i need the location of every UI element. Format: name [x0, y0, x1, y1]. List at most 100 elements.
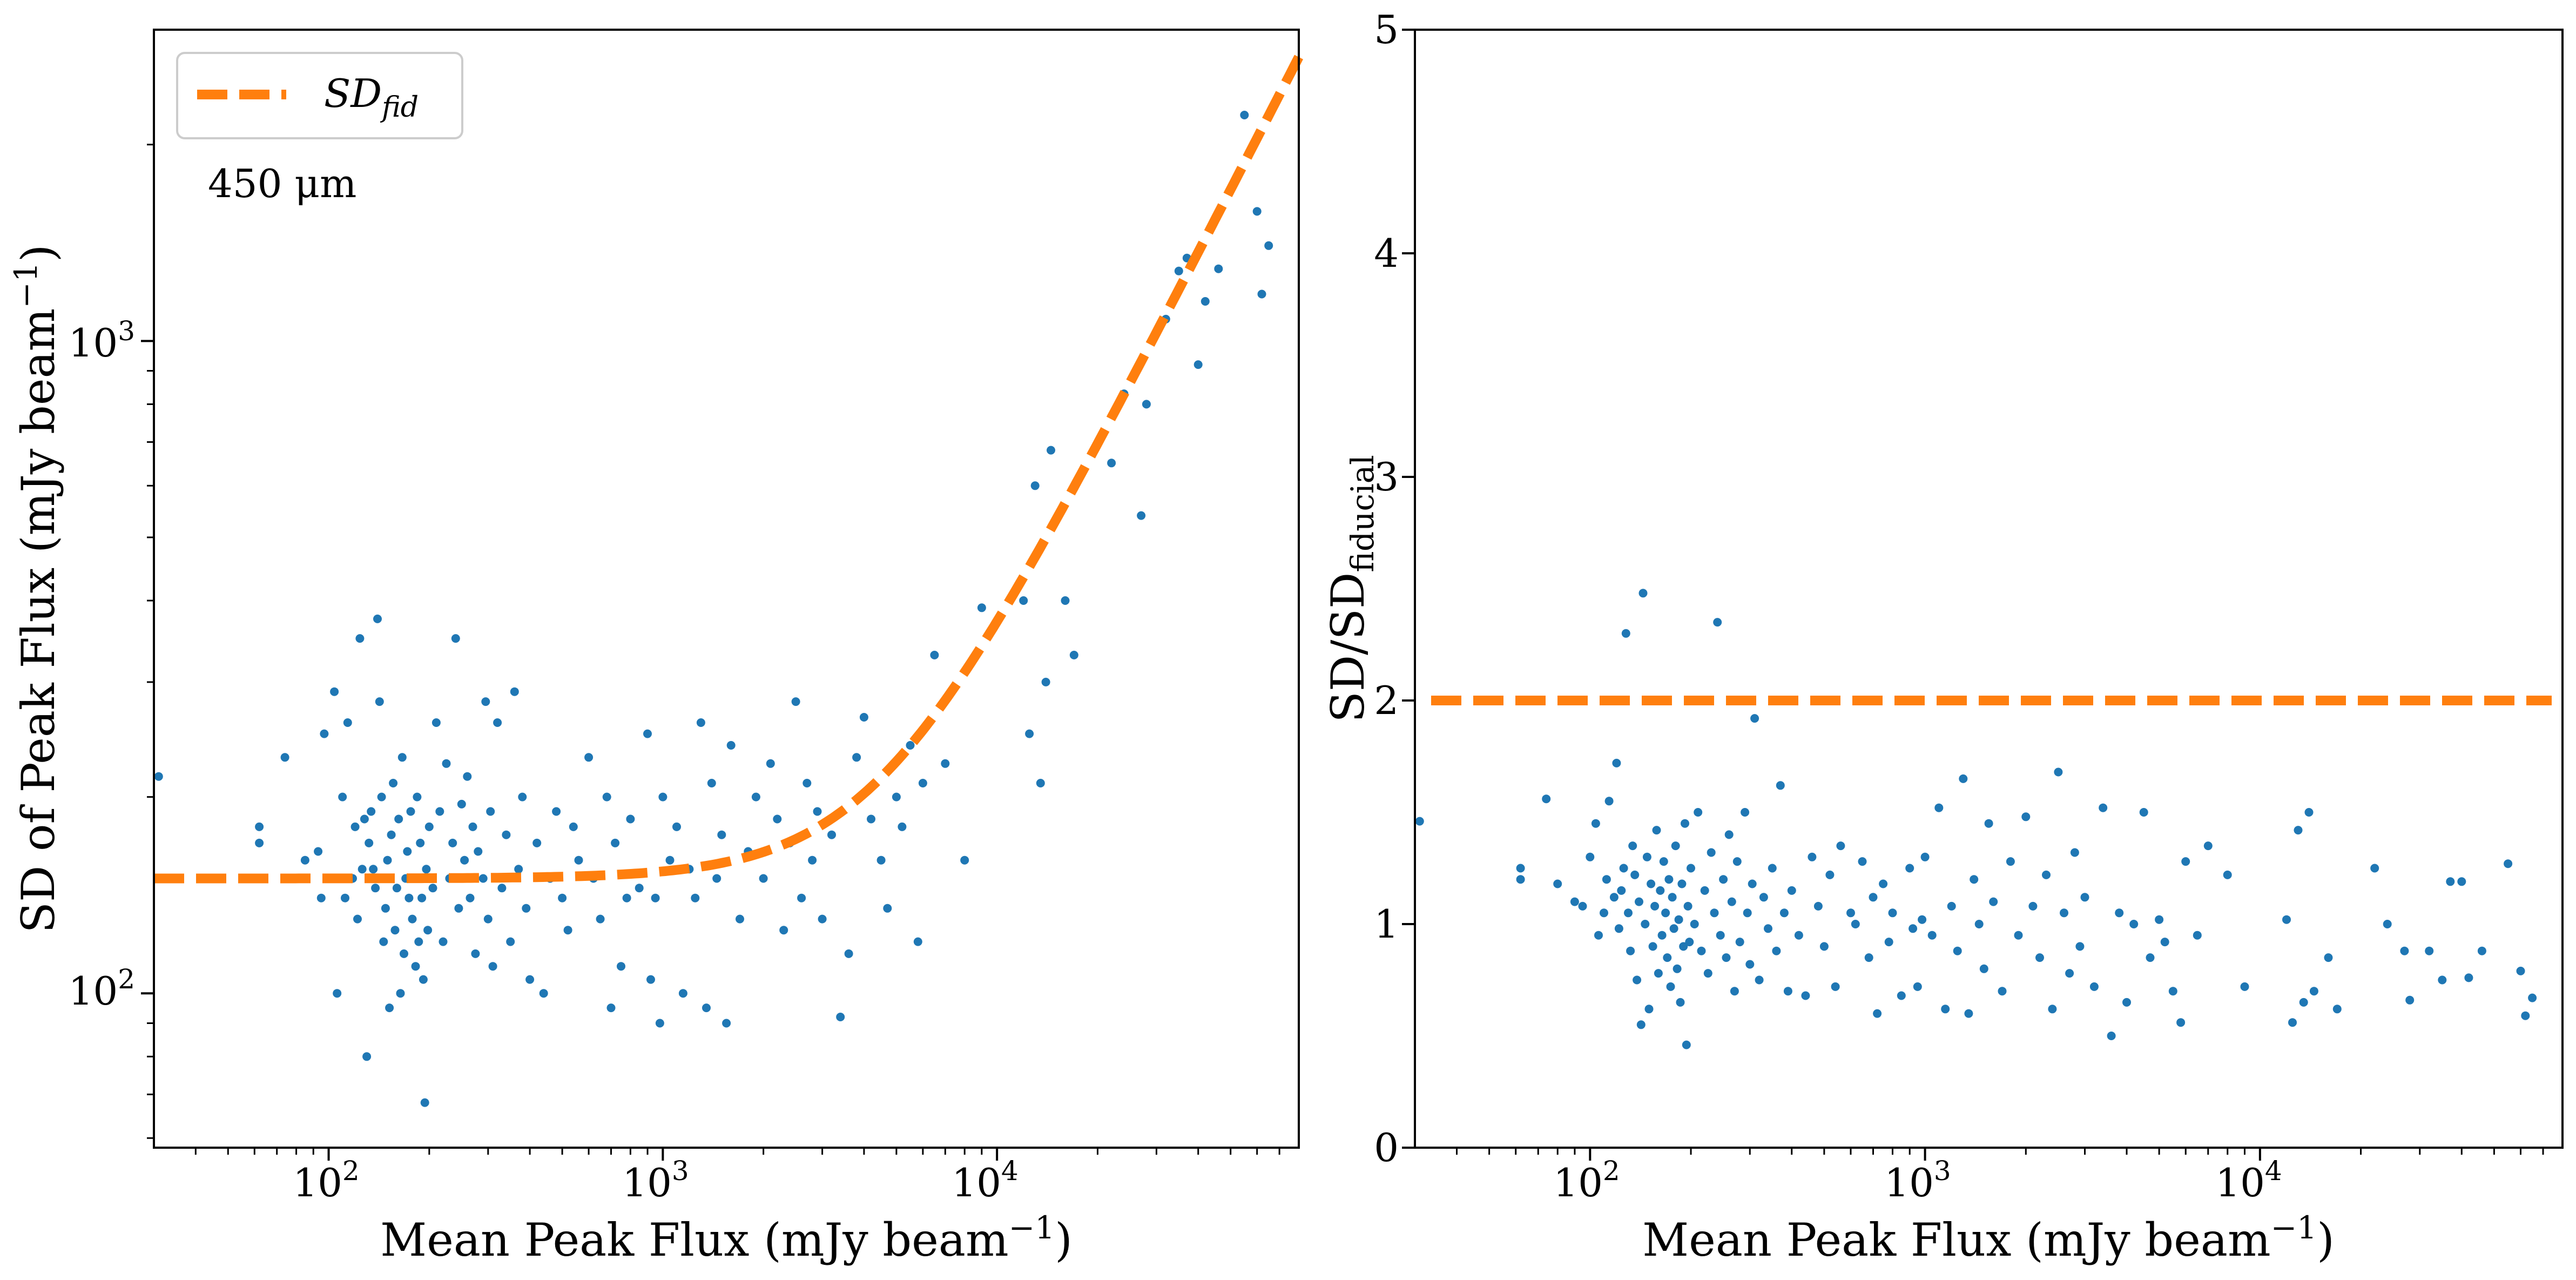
left-point-18	[355, 634, 365, 643]
right-point-97	[1869, 893, 1878, 902]
right-point-43	[1669, 924, 1678, 933]
right-point-161	[2400, 946, 2409, 955]
left-point-35	[390, 926, 400, 935]
left-plot-frame	[153, 29, 1300, 1149]
left-point-21	[362, 1052, 372, 1061]
right-point-20	[1626, 946, 1635, 955]
left-point-76	[486, 807, 495, 816]
right-point-105	[1913, 982, 1922, 991]
left-point-134	[813, 807, 822, 816]
left-point-174	[1264, 241, 1273, 250]
left-point-160	[1069, 650, 1078, 659]
right-point-1	[1516, 864, 1525, 873]
left-point-72	[474, 847, 483, 856]
right-point-73	[1745, 960, 1755, 969]
left-point-139	[852, 753, 861, 762]
left-point-149	[930, 650, 939, 659]
left-point-52	[419, 975, 428, 984]
right-point-133	[2080, 893, 2089, 902]
left-point-100	[611, 838, 620, 847]
left-point-12	[338, 792, 347, 801]
left-point-40	[400, 949, 408, 958]
right-xtick-label-1: 103	[1884, 1155, 1951, 1205]
left-point-65	[454, 904, 463, 913]
left-point-16	[350, 822, 360, 831]
left-point-3	[280, 753, 289, 762]
right-point-139	[2129, 920, 2139, 928]
right-point-5	[1570, 897, 1579, 906]
right-point-138	[2122, 998, 2131, 1007]
left-point-0	[154, 772, 163, 781]
left-point-51	[417, 893, 427, 902]
right-point-24	[1635, 897, 1643, 906]
right-point-63	[1716, 931, 1725, 940]
right-point-92	[1836, 841, 1845, 851]
right-point-49	[1679, 942, 1688, 951]
right-ytick-label-4: 4	[1374, 231, 1399, 276]
left-point-78	[493, 718, 502, 727]
right-point-81	[1776, 781, 1785, 790]
left-point-36	[392, 884, 401, 893]
right-point-68	[1730, 987, 1739, 996]
left-point-111	[672, 822, 681, 831]
right-plot-frame	[1414, 29, 2564, 1149]
right-point-60	[1707, 848, 1716, 857]
right-point-53	[1685, 938, 1694, 947]
left-point-47	[411, 962, 420, 971]
right-point-123	[2021, 812, 2031, 821]
right-point-155	[2304, 808, 2314, 817]
left-point-153	[1019, 596, 1028, 605]
right-point-28	[1642, 852, 1651, 861]
left-point-125	[759, 874, 768, 883]
right-point-116	[1974, 920, 1984, 928]
right-point-39	[1663, 953, 1672, 962]
right-point-75	[1750, 714, 1759, 723]
left-point-61	[442, 759, 451, 768]
left-point-141	[867, 814, 875, 824]
fid-curve	[154, 55, 1304, 884]
right-point-14	[1612, 758, 1621, 767]
right-point-80	[1772, 946, 1781, 955]
right-point-149	[2223, 870, 2232, 879]
right-point-160	[2383, 920, 2392, 928]
left-point-137	[836, 1013, 845, 1021]
right-point-131	[2070, 848, 2079, 857]
right-point-165	[2446, 877, 2455, 886]
right-point-3	[1542, 794, 1551, 804]
left-point-146	[906, 741, 915, 750]
left-point-145	[898, 822, 907, 831]
right-point-98	[1873, 1009, 1882, 1018]
right-point-38	[1661, 908, 1670, 918]
right-xtick-label-0: 102	[1553, 1155, 1620, 1205]
left-point-131	[797, 893, 806, 902]
right-point-114	[1964, 1009, 1973, 1018]
right-point-115	[1970, 875, 1979, 884]
left-point-70	[468, 822, 477, 831]
right-point-122	[2014, 931, 2023, 940]
right-point-95	[1858, 857, 1867, 866]
left-point-158	[1047, 446, 1055, 455]
right-ytick-label-5: 5	[1374, 7, 1399, 52]
left-point-156	[1036, 779, 1045, 787]
right-point-35	[1656, 886, 1665, 895]
right-point-84	[1787, 886, 1796, 895]
left-point-108	[655, 1019, 664, 1028]
right-point-141	[2146, 953, 2155, 962]
right-ytick-label-2: 2	[1374, 678, 1399, 723]
left-point-13	[341, 893, 349, 902]
right-point-40	[1664, 875, 1674, 884]
left-point-11	[333, 989, 342, 998]
right-point-107	[1920, 852, 1930, 861]
right-point-153	[2294, 826, 2303, 835]
left-point-105	[643, 729, 652, 738]
left-point-56	[424, 822, 434, 831]
right-point-48	[1677, 879, 1687, 888]
left-point-130	[791, 697, 800, 706]
left-point-48	[413, 792, 422, 801]
right-y-major-ticks	[1402, 29, 1415, 1149]
right-point-93	[1846, 908, 1855, 918]
left-point-172	[1252, 207, 1262, 216]
left-point-60	[439, 937, 448, 946]
left-point-25	[371, 884, 380, 893]
left-point-136	[827, 830, 836, 839]
